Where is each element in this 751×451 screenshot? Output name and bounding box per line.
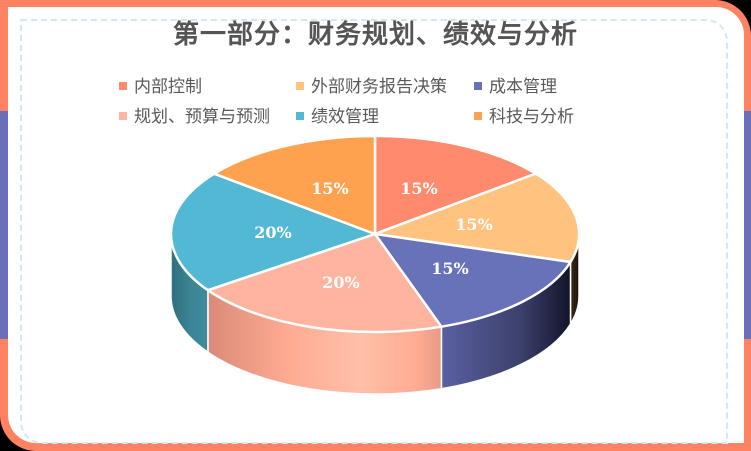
legend-swatch [296, 82, 304, 90]
legend-swatch [296, 112, 304, 120]
pie-top-slices [169, 134, 581, 334]
data-label-performance-management: 20% [254, 223, 291, 242]
legend-label: 外部财务报告决策 [311, 77, 447, 97]
left-accent-strip [0, 111, 8, 339]
data-label-technology-analytics: 15% [311, 179, 348, 198]
legend-label: 成本管理 [489, 77, 557, 97]
legend-item-external-reporting: 外部财务报告决策 [296, 77, 447, 97]
legend-label: 内部控制 [134, 77, 202, 97]
data-label-internal-control: 15% [400, 179, 437, 198]
legend-swatch [119, 112, 127, 120]
legend-label: 绩效管理 [311, 107, 379, 127]
data-label-external-reporting: 15% [455, 215, 492, 234]
right-accent-strip [744, 111, 751, 339]
legend-item-internal-control: 内部控制 [119, 77, 202, 97]
data-label-cost-management: 15% [431, 259, 468, 278]
slice-planning-budgeting[interactable] [206, 232, 443, 334]
chart-title: 第一部分：财务规划、绩效与分析 [172, 20, 578, 50]
slice-technology-analytics[interactable] [212, 134, 377, 236]
legend-label: 规划、预算与预测 [134, 107, 270, 127]
legend-label: 科技与分析 [489, 107, 574, 127]
legend-item-performance-management: 绩效管理 [296, 107, 379, 127]
slice-external-reporting[interactable] [373, 172, 581, 264]
legend-swatch [474, 82, 482, 90]
dashed-inner-border [20, 19, 728, 444]
legend-item-technology-analytics: 科技与分析 [474, 107, 574, 127]
legend-item-cost-management: 成本管理 [474, 77, 557, 97]
legend-swatch [474, 112, 482, 120]
slice-internal-control[interactable] [373, 134, 538, 236]
data-label-planning-budgeting: 20% [322, 273, 359, 292]
slice-cost-management[interactable] [373, 232, 572, 328]
slice-performance-management[interactable] [169, 172, 377, 292]
legend-swatch [119, 82, 127, 90]
legend-item-planning-budgeting: 规划、预算与预测 [119, 107, 270, 127]
